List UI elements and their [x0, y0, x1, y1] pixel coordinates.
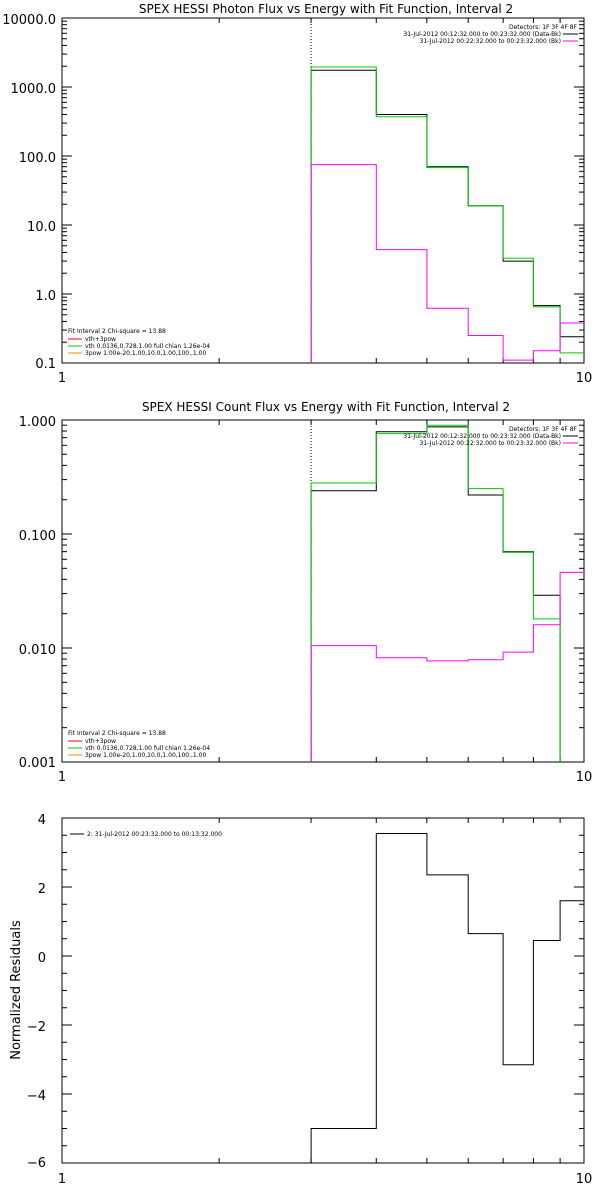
photon-flux-ytick-label: 100.0: [19, 151, 56, 166]
residuals-ticks: [62, 817, 584, 1164]
photon-flux-panel: SPEX HESSI Photon Flux vs Energy with Fi…: [2, 2, 592, 386]
count-flux-ytick-label: 0.010: [19, 643, 56, 658]
histogram-series-1: [310, 66, 584, 363]
residuals-ylabel: Normalized Residuals: [9, 920, 24, 1060]
histogram-series-2: [310, 571, 584, 762]
residuals-plot-frame: [61, 817, 585, 1164]
photon-flux-plot-frame: [61, 17, 585, 364]
residuals-ytick-label: −2: [27, 1020, 46, 1035]
count-flux-ytick-label: 0.100: [19, 529, 56, 544]
legend-entry-total: vth+3pow: [85, 738, 116, 745]
photon-flux-legend-top-right: Detectors: 1F 3F 4F 8F 31-Jul-2012 00:12…: [403, 24, 578, 45]
count-flux-title: SPEX HESSI Count Flux vs Energy with Fit…: [142, 400, 510, 414]
residuals-series: [310, 833, 584, 1163]
residuals-ytick-label: 2: [38, 882, 46, 897]
residuals-ytick-label: −6: [27, 1156, 46, 1171]
count-flux-panel: SPEX HESSI Count Flux vs Energy with Fit…: [19, 400, 592, 785]
legend-fit-header: Fit Interval 2 Chi-square = 13.88: [68, 730, 166, 737]
count-flux-legend-bottom-left: Fit Interval 2 Chi-square = 13.88 vth+3p…: [68, 730, 210, 759]
count-flux-ticks: [62, 419, 584, 763]
legend-entry-data-bk: 31-Jul-2012 00:12:32.000 to 00:23:32.000…: [403, 31, 561, 38]
photon-flux-title: SPEX HESSI Photon Flux vs Energy with Fi…: [139, 2, 513, 16]
legend-header: Detectors: 1F 3F 4F 8F: [509, 24, 578, 31]
count-flux-xtick-label: 1: [58, 770, 66, 785]
count-flux-legend-top-right: Detectors: 1F 3F 4F 8F 31-Jul-2012 00:12…: [403, 426, 578, 447]
residuals-ytick-label: −4: [27, 1089, 46, 1104]
count-flux-plot-frame: [61, 419, 585, 763]
photon-flux-series: [310, 18, 584, 363]
residuals-ytick-label: 0: [38, 951, 46, 966]
histogram-series-0: [310, 426, 561, 762]
residuals-panel: 4 2 0 −2 −4 −6 1 10 Normalized Residuals…: [9, 813, 592, 1187]
count-flux-ytick-label: 0.001: [19, 756, 56, 771]
residuals-ytick-label: 4: [38, 813, 46, 828]
histogram-series-2: [310, 164, 584, 363]
legend-entry-bk: 31-Jul-2012 00:22:32.000 to 00:23:32.000…: [420, 38, 561, 45]
photon-flux-legend-bottom-left: Fit Interval 2 Chi-square = 13.88 vth+3p…: [68, 328, 210, 357]
residuals-legend: 2: 31-Jul-2012 00:23:32.000 to 00:13:32.…: [70, 831, 222, 838]
photon-flux-ytick-label: 10000.0: [2, 13, 56, 28]
legend-entry-residual: 2: 31-Jul-2012 00:23:32.000 to 00:13:32.…: [87, 831, 222, 838]
legend-entry-3pow: 3pow 1.00e-20,1.00,10.0,1.00,100.,1.00: [85, 350, 206, 357]
photon-flux-xtick-label: 10: [576, 371, 593, 386]
count-flux-ytick-label: 1.000: [19, 415, 56, 430]
histogram-series-1: [310, 424, 561, 762]
residuals-xtick-label: 10: [576, 1172, 593, 1187]
count-flux-xtick-label: 10: [576, 770, 593, 785]
histogram-series-0: [310, 69, 584, 363]
photon-flux-ytick-label: 0.1: [35, 357, 56, 372]
count-flux-series: [310, 420, 584, 762]
legend-entry-vth: vth 0.0136,0.728,1.00 full chian 1.26e-0…: [85, 745, 210, 752]
legend-entry-bk: 31-Jul-2012 00:22:32.000 to 00:23:32.000…: [420, 440, 561, 447]
photon-flux-ytick-label: 1.0: [35, 289, 56, 304]
legend-fit-header: Fit Interval 2 Chi-square = 13.88: [68, 328, 166, 335]
legend-entry-vth: vth 0.0136,0.728,1.00 full chian 1.26e-0…: [85, 343, 210, 350]
legend-entry-3pow: 3pow 1.00e-20,1.00,10.0,1.00,100.,1.00: [85, 752, 206, 759]
legend-entry-data-bk: 31-Jul-2012 00:12:32.000 to 00:23:32.000…: [403, 433, 561, 440]
photon-flux-ytick-label: 10.0: [27, 220, 56, 235]
photon-flux-ticks: [62, 17, 584, 364]
photon-flux-ytick-label: 1000.0: [11, 82, 57, 97]
photon-flux-xtick-label: 1: [58, 371, 66, 386]
legend-entry-total: vth+3pow: [85, 336, 116, 343]
histogram-series-0: [310, 833, 584, 1163]
legend-header: Detectors: 1F 3F 4F 8F: [509, 426, 578, 433]
residuals-xtick-label: 1: [58, 1172, 66, 1187]
